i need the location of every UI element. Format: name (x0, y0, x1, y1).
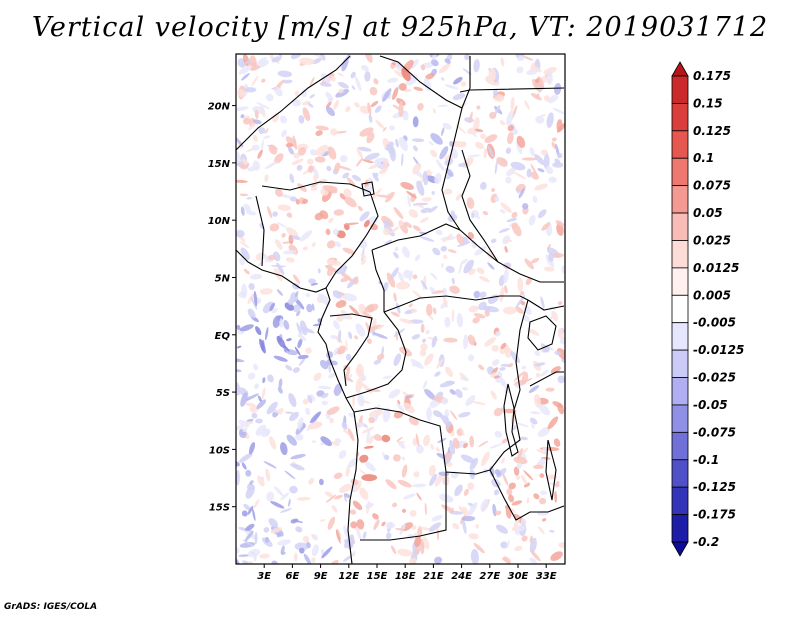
lat-label: 5N (215, 273, 231, 284)
colorbar-swatch (671, 75, 689, 104)
colorbar-level-label: -0.2 (693, 535, 719, 549)
border-chad-car (371, 223, 499, 263)
lon-label: 33E (536, 571, 557, 582)
lon-label: 30E (508, 571, 529, 582)
lat-label: 5S (216, 388, 230, 399)
border-car-drc (383, 295, 529, 313)
colorbar-level-label: 0.075 (693, 179, 731, 193)
border-niger-nigeria (261, 181, 371, 193)
colorbar-level-label: -0.1 (693, 453, 719, 467)
colorbar-swatch (671, 377, 689, 406)
lat-label: 15S (209, 503, 230, 514)
colorbar-level-label: -0.175 (693, 508, 736, 522)
longitude-labels: 3E 6E 9E 12E 15E 18E 21E 24E 27E 30E 33E (257, 564, 557, 582)
colorbar-level-label: -0.005 (693, 316, 736, 330)
colorbar-swatch (671, 349, 689, 378)
colorbar-swatch (671, 294, 689, 324)
lat-label: 10N (208, 216, 231, 227)
colorbar-level-label: 0.025 (693, 233, 731, 247)
colorbar-level-label: 0.0125 (693, 261, 739, 275)
border-tanzania (529, 371, 564, 387)
lat-label: EQ (215, 331, 231, 342)
lake-victoria (527, 315, 557, 351)
colorbar-swatch (671, 431, 689, 461)
colorbar-bottom-arrow (671, 541, 689, 557)
border-angola-drc (353, 407, 491, 475)
colorbar-level-label: -0.125 (693, 480, 736, 494)
latitude-labels: 20N 15N 10N 5N EQ 5S 10S 15S (208, 102, 236, 514)
lake-malawi (545, 439, 557, 501)
lake-tanganyika (503, 383, 519, 457)
colorbar-level-label: 0.125 (693, 124, 731, 138)
lat-label: 10S (209, 445, 230, 456)
lon-label: 24E (451, 571, 472, 582)
colorbar-level-label: -0.025 (693, 371, 736, 385)
border-gabon-congo (329, 313, 373, 387)
colorbar-swatch (671, 514, 689, 543)
border-benin-togo (255, 195, 265, 267)
lon-label: 12E (338, 571, 359, 582)
colorbar-swatch (671, 486, 689, 515)
border-angola-zambia (360, 472, 447, 541)
border-niger-chad (441, 107, 463, 231)
colorbar-level-label: 0.1 (693, 151, 714, 165)
border-chad-sudan (459, 87, 565, 93)
lon-label: 21E (423, 571, 444, 582)
colorbar-swatch (671, 459, 689, 488)
lat-label: 20N (208, 102, 231, 113)
colorbar-swatch (671, 103, 689, 132)
colorbar-swatch (671, 212, 689, 241)
colorbar-swatch (671, 322, 689, 351)
colorbar-swatch (671, 404, 689, 433)
colorbar-level-label: 0.175 (693, 69, 731, 83)
lon-label: 6E (286, 571, 300, 582)
colorbar-swatch (671, 267, 689, 296)
lon-label: 15E (367, 571, 388, 582)
lon-label: 3E (257, 571, 271, 582)
border-libya (379, 55, 471, 109)
colorbar-level-label: 0.005 (693, 288, 731, 302)
colorbar-labels: 0.175 0.15 0.125 0.1 0.075 0.05 0.025 0.0125 0.0… (693, 69, 744, 549)
colorbar-swatch (671, 130, 689, 159)
colorbar-top-arrow (671, 61, 689, 77)
lon-label: 9E (314, 571, 328, 582)
border-sudan-west (461, 149, 564, 283)
lon-label: 27E (479, 571, 500, 582)
velocity-field (236, 54, 565, 564)
border-algeria-niger (236, 55, 351, 151)
border-drc-east (489, 299, 565, 521)
colorbar-level-label: -0.075 (693, 425, 736, 439)
colorbar-level-label: 0.15 (693, 96, 723, 110)
border-cameroon-car (371, 249, 385, 312)
country-borders (236, 55, 565, 564)
colorbar-swatch (671, 185, 689, 214)
colorbar-swatch (671, 240, 689, 269)
grads-credit: GrADS: IGES/COLA (4, 602, 98, 612)
map-frame (235, 53, 566, 565)
lake-chad (361, 181, 375, 197)
colorbar-level-label: 0.05 (693, 206, 723, 220)
lon-label: 18E (395, 571, 416, 582)
border-uganda (527, 299, 565, 311)
coastline (236, 249, 359, 564)
lat-label: 15N (208, 159, 231, 170)
border-congo-drc (345, 311, 407, 399)
border-nigeria-cameroon (325, 191, 379, 289)
colorbar-level-label: -0.05 (693, 398, 728, 412)
colorbar-swatches (671, 61, 689, 557)
colorbar-level-label: -0.0125 (693, 343, 744, 357)
chart-title: Vertical velocity [m/s] at 925hPa, VT: 2… (31, 12, 769, 43)
colorbar-swatch (671, 157, 689, 187)
